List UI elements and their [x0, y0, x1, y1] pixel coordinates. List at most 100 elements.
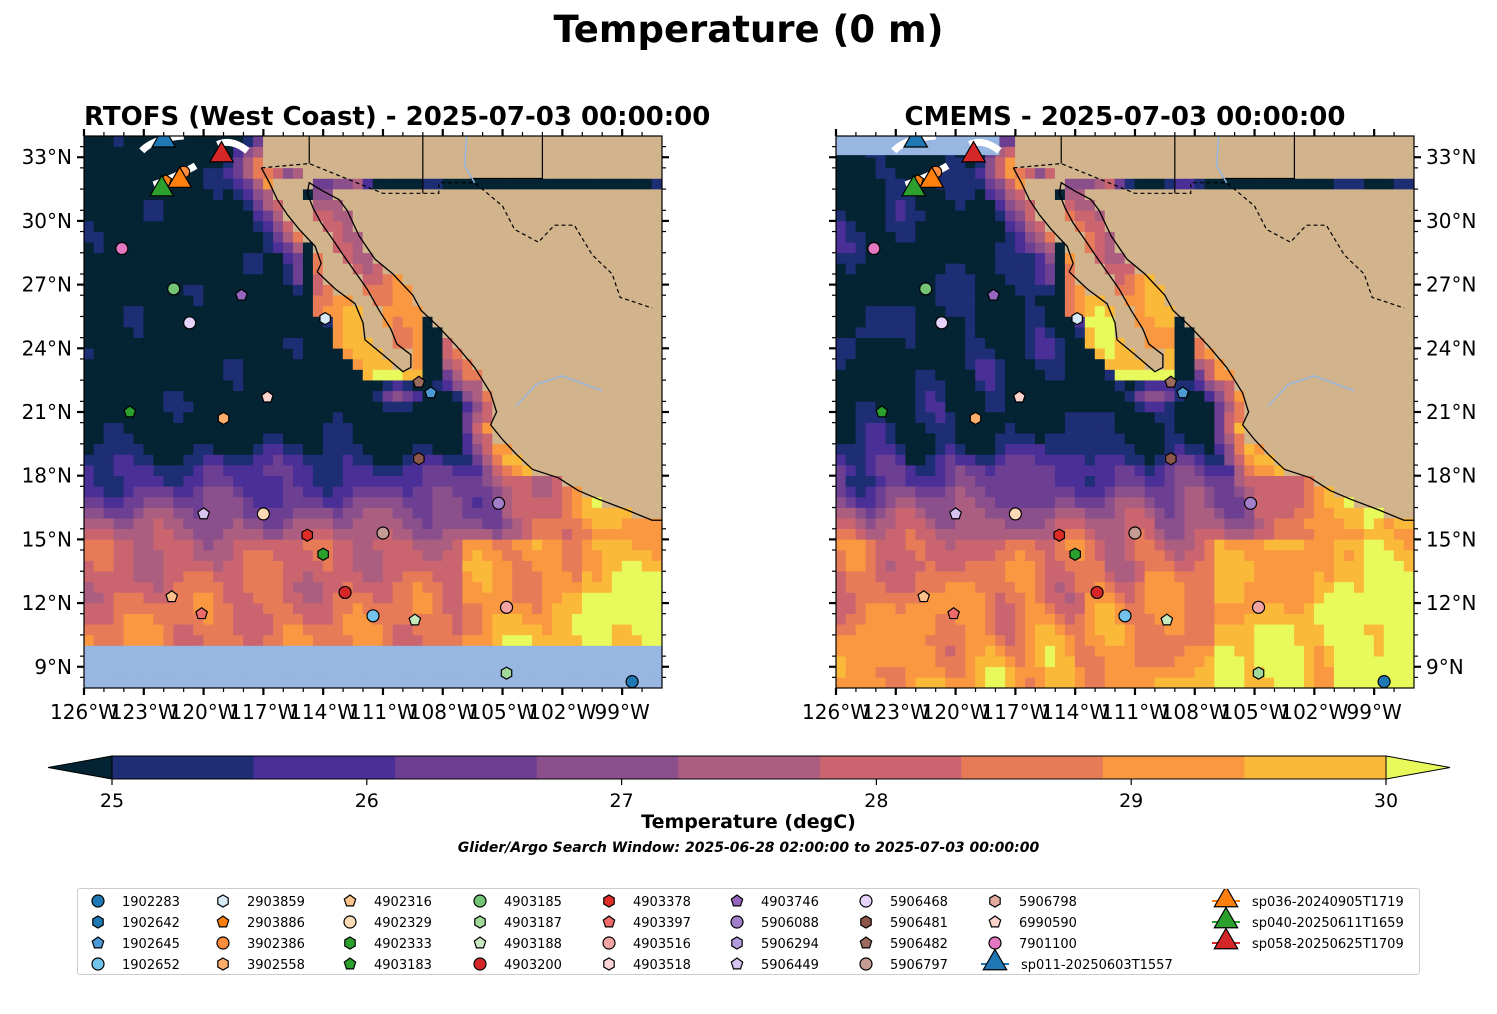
- legend-label: 5906482: [890, 937, 948, 952]
- platform-sp058-20250625T1709: [208, 140, 235, 163]
- platform-5906481: [1165, 452, 1177, 466]
- legend-label: 2903859: [247, 895, 305, 910]
- lon-tick-label: 126°W: [802, 700, 870, 724]
- legend-label: 4903188: [504, 937, 562, 952]
- platform-4902333: [1069, 547, 1081, 561]
- legend-label: sp058-20250625T1709: [1252, 937, 1404, 952]
- legend-marker-3902386: [216, 936, 230, 950]
- legend-marker-5906468: [859, 894, 873, 908]
- legend-marker-4903185: [473, 894, 487, 908]
- legend-marker-4903188: [473, 936, 487, 949]
- legend-marker-1902645: [91, 936, 105, 949]
- legend-marker-5906482: [859, 936, 873, 949]
- map-panel-rtofs: 9°N 12°N 15°N 18°N 21°N 24°N 27°N 30°N 33°N 126°W…: [22, 129, 1476, 724]
- legend-label: 3902558: [247, 958, 305, 973]
- platform-sp058-20250625T1709: [960, 140, 987, 163]
- platform-sp011-20250603T1557: [150, 136, 177, 148]
- platform-4902333: [317, 547, 329, 561]
- legend-label: 6990590: [1019, 916, 1077, 931]
- lon-tick-label: 117°W: [981, 700, 1049, 724]
- lon-tick-label: 99°W: [595, 700, 650, 724]
- lat-tick-label: 15°N: [1426, 527, 1476, 551]
- lon-tick-label: 123°W: [110, 700, 178, 724]
- colorbar-bin: [112, 756, 255, 779]
- platform-4903200: [1090, 585, 1104, 600]
- legend-marker-5906088: [730, 915, 744, 929]
- colorbar-frame: [111, 755, 1387, 780]
- platform-sp036-20240905T1719: [166, 165, 193, 188]
- platform-4903397: [195, 606, 209, 620]
- legend-marker-4903397: [602, 915, 616, 928]
- legend-marker-1902283: [91, 894, 105, 908]
- platform-7901100: [867, 241, 881, 256]
- platform-5906088: [491, 496, 506, 510]
- platform-4903378: [301, 528, 314, 542]
- legend-label: 4903746: [761, 895, 819, 910]
- legend-label: 1902652: [122, 958, 180, 973]
- sst-field-cmems: [836, 136, 1414, 688]
- legend-marker-6990590: [988, 915, 1002, 928]
- legend-marker-4902333: [344, 936, 356, 950]
- lon-tick-label: 114°W: [289, 700, 357, 724]
- legend-label: 4903518: [633, 958, 691, 973]
- colorbar-label: Temperature (degC): [641, 811, 856, 833]
- platform-4903185: [167, 282, 181, 296]
- lat-tick-label: 33°N: [22, 145, 72, 169]
- legend-marker-1902652: [91, 957, 105, 971]
- coastline: [1012, 167, 1414, 521]
- legend-label: 1902645: [122, 937, 180, 952]
- platform-5906088: [1243, 496, 1258, 510]
- lat-tick-label: 21°N: [22, 400, 72, 424]
- lon-tick-label: 105°W: [469, 700, 537, 724]
- legend-label: sp011-20250603T1557: [1021, 958, 1173, 973]
- legend-marker-3902558: [217, 957, 229, 971]
- coastline: [260, 167, 662, 521]
- legend-marker-5906449: [730, 957, 744, 970]
- platform-4903188: [1160, 613, 1174, 626]
- platform-6990590: [260, 390, 274, 403]
- legend-label: sp036-20240905T1719: [1252, 895, 1404, 910]
- lon-tick-label: 111°W: [349, 700, 417, 724]
- platform-5906449: [197, 507, 211, 520]
- platform-3902558: [217, 411, 230, 426]
- legend-label: sp040-20250611T1659: [1252, 916, 1404, 931]
- legend-label: 4903516: [633, 937, 691, 952]
- platform-4903185: [919, 282, 933, 296]
- national-border: [1013, 162, 1405, 309]
- platform-5906468: [935, 316, 949, 330]
- lon-tick-label: 120°W: [922, 700, 990, 724]
- legend-marker-7901100: [988, 936, 1002, 950]
- colorbar-extend-high: [1385, 755, 1451, 780]
- legend-label: 4903378: [633, 895, 691, 910]
- national-border: [261, 162, 653, 309]
- legend-label: 1902283: [122, 895, 180, 910]
- lon-tick-label: 120°W: [170, 700, 238, 724]
- platform-4903187: [500, 666, 513, 680]
- platform-sp036-20240905T1719: [918, 165, 945, 188]
- platform-5906797: [1128, 526, 1142, 540]
- platform-4903183: [123, 405, 137, 418]
- figure-title: Temperature (0 m): [553, 8, 944, 51]
- platform-5906468: [183, 316, 197, 330]
- legend-label: 3902386: [247, 937, 305, 952]
- lat-tick-label: 9°N: [1426, 655, 1464, 679]
- lat-tick-label: 30°N: [22, 209, 72, 233]
- colorbar-bin: [819, 756, 962, 779]
- colorbar-extend-low: [47, 755, 113, 780]
- legend-label: 4902316: [374, 895, 432, 910]
- platform-4902316: [917, 589, 931, 603]
- lon-tick-label: 108°W: [409, 700, 477, 724]
- legend-label: 5906294: [761, 937, 819, 952]
- legend-marker-sp058-20250625T1709: [1213, 927, 1239, 950]
- colorbar-bin: [536, 756, 679, 779]
- legend-marker-5906481: [860, 915, 872, 929]
- lat-tick-label: 12°N: [22, 591, 72, 615]
- platform-1902645: [424, 386, 438, 399]
- platform-5906449: [949, 507, 963, 520]
- river: [515, 375, 603, 407]
- lon-tick-label: 105°W: [1221, 700, 1289, 724]
- legend-marker-5906294: [731, 936, 743, 950]
- platform-5906482: [1164, 375, 1178, 388]
- colorbar-bin: [253, 756, 396, 779]
- lon-tick-label: 108°W: [1161, 700, 1229, 724]
